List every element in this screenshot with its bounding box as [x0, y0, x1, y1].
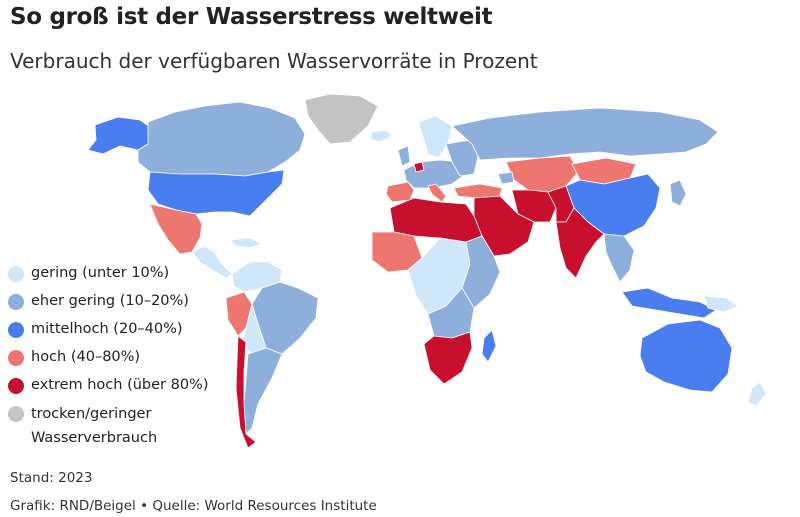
- legend-swatch: [8, 294, 24, 310]
- region-greenland: [304, 93, 379, 145]
- legend-label: eher gering (10–20%): [31, 293, 189, 309]
- region-mexico: [149, 203, 203, 255]
- region-east-africa: [461, 235, 501, 309]
- region-southern-africa: [423, 331, 473, 385]
- legend-label: hoch (40–80%): [31, 349, 141, 365]
- chart-title: So groß ist der Wasserstress weltweit: [10, 4, 493, 30]
- region-scandinavia: [417, 115, 453, 159]
- region-usa: [147, 169, 285, 217]
- legend-item-mittelhoch: mittelhoch (20–40%): [6, 318, 209, 346]
- legend-swatch: [8, 350, 24, 366]
- region-new-guinea: [703, 295, 739, 313]
- region-italy: [427, 183, 447, 203]
- footer-date: Stand: 2023: [10, 470, 93, 486]
- region-india: [555, 207, 605, 279]
- legend: gering (unter 10%) eher gering (10–20%) …: [6, 262, 209, 446]
- region-madagascar: [481, 329, 497, 363]
- region-uk: [397, 145, 411, 167]
- region-caribbean: [229, 237, 263, 249]
- region-russia: [451, 107, 719, 161]
- legend-item-trocken: trocken/geringer Wasserverbrauch: [6, 402, 209, 446]
- legend-label: gering (unter 10%): [31, 265, 170, 281]
- legend-item-hoch: hoch (40–80%): [6, 346, 209, 374]
- region-japan: [669, 179, 687, 207]
- legend-label: mittelhoch (20–40%): [31, 321, 183, 337]
- world-map: [0, 92, 800, 457]
- region-belgium: [413, 161, 425, 173]
- region-greece-turkey: [453, 183, 503, 199]
- region-indonesia: [621, 287, 717, 319]
- region-caucasus: [497, 171, 515, 185]
- region-australia: [639, 319, 733, 393]
- legend-item-extrem-hoch: extrem hoch (über 80%): [6, 374, 209, 402]
- legend-label: extrem hoch (über 80%): [31, 377, 209, 393]
- region-southeast-asia: [603, 233, 635, 283]
- footer-credit: Grafik: RND/Beigel • Quelle: World Resou…: [10, 498, 377, 514]
- region-chile: [235, 335, 257, 449]
- region-iberia: [385, 181, 415, 203]
- legend-item-eher-gering: eher gering (10–20%): [6, 290, 209, 318]
- legend-swatch: [8, 266, 24, 282]
- legend-label: trocken/geringer Wasserverbrauch: [31, 406, 158, 446]
- region-new-zealand: [747, 381, 767, 407]
- legend-item-gering: gering (unter 10%): [6, 262, 209, 290]
- world-map-svg: [87, 93, 767, 449]
- region-iceland: [369, 129, 393, 143]
- legend-swatch: [8, 406, 24, 422]
- chart-subtitle: Verbrauch der verfügbaren Wasservorräte …: [10, 49, 538, 73]
- region-argentina: [243, 347, 283, 435]
- legend-swatch: [8, 378, 24, 394]
- region-canada: [137, 101, 306, 177]
- legend-swatch: [8, 322, 24, 338]
